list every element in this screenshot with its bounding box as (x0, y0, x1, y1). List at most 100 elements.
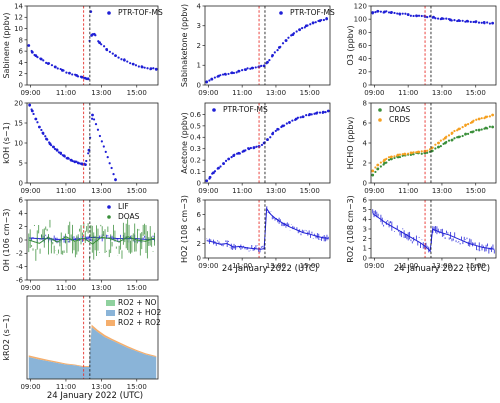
point-hcho-1 (447, 134, 451, 137)
ytick-label-acetone: 0.6 (190, 111, 202, 119)
series-line-oh-1 (28, 236, 155, 245)
xtick-label-ro2: 15:00 (466, 262, 486, 270)
point-o3-0 (475, 20, 478, 23)
point-sabinene-0 (36, 55, 39, 59)
point-hcho-1 (420, 150, 423, 153)
point-hcho-1 (464, 124, 467, 127)
point-acetone-0 (305, 113, 308, 117)
ytick-label-sabinene: 0 (19, 81, 23, 89)
xtick-label-koh: 13:00 (91, 187, 111, 195)
legend-marker-acetone (212, 108, 216, 112)
point-hcho-1 (472, 119, 475, 122)
point-sabinene-0 (53, 65, 56, 68)
xtick-label-oh: 15:00 (127, 284, 147, 292)
point-koh-0 (100, 140, 103, 143)
ytick-label-ho2: 6 (197, 211, 202, 219)
point-sabinene-0 (50, 64, 54, 67)
point-hcho-0 (445, 140, 448, 144)
point-acetone-0 (222, 162, 225, 165)
point-acetone-0 (299, 116, 302, 119)
legend-marker-sabinaketone (279, 11, 283, 15)
legend-label-sabinaketone: PTR-TOF-MS (290, 8, 335, 17)
point-sabinaketone-0 (238, 70, 241, 73)
ytick-label-koh: 15 (14, 119, 23, 127)
xlabel-row3-right: 24 January 2022 (UTC) (394, 264, 490, 274)
xtick-label-sabinene: 13:00 (91, 89, 111, 97)
point-hcho-0 (450, 139, 453, 142)
xtick-label-o3: 15:00 (466, 89, 486, 97)
point-sabinene-0 (33, 53, 36, 57)
point-koh-0 (57, 151, 61, 154)
ylabel-oh: OH (106 cm−3) (2, 209, 11, 272)
point-hcho-1 (431, 146, 434, 149)
point-acetone-0 (219, 165, 222, 168)
point-sabinene-0 (102, 45, 106, 48)
point-koh-0 (61, 154, 64, 157)
point-o3-0 (480, 21, 483, 24)
point-hcho-0 (461, 134, 464, 138)
point-sabinene-0 (126, 60, 129, 63)
point-acetone-0 (280, 125, 283, 129)
point-sabinaketone-0 (224, 73, 227, 76)
point-hcho-0 (379, 165, 382, 168)
xtick-label-ro2: 11:00 (398, 262, 418, 270)
point-sabinaketone-0 (320, 18, 323, 22)
ytick-label-ro2: 3 (363, 225, 367, 233)
point-koh-0 (50, 144, 53, 147)
point-acetone-0 (211, 172, 214, 175)
point-acetone-0 (252, 147, 255, 150)
point-sabinene-0 (149, 68, 152, 71)
point-hcho-1 (439, 139, 442, 142)
ytick-label-koh: 10 (14, 139, 23, 147)
point-o3-0 (379, 10, 382, 13)
xtick-label-kro2: 11:00 (56, 383, 76, 391)
ytick-label-koh: 20 (14, 99, 23, 107)
xtick-label-acetone: 13:00 (266, 187, 286, 195)
point-hcho-1 (417, 150, 421, 153)
point-hcho-0 (387, 158, 391, 162)
point-hcho-0 (401, 154, 404, 157)
point-hcho-1 (396, 154, 399, 157)
point-sabinene-0 (30, 49, 33, 53)
point-sabinene-0 (146, 67, 149, 70)
ytick-label-oh: -6 (16, 276, 24, 284)
point-sabinene-0 (111, 52, 114, 55)
point-hcho-1 (437, 141, 440, 145)
point-hcho-0 (458, 135, 462, 138)
point-hcho-0 (477, 129, 481, 132)
point-hcho-1 (404, 153, 407, 156)
point-o3-0 (486, 21, 489, 24)
xlabel-bottom: 24 January 2022 (UTC) (47, 391, 143, 401)
point-koh-0 (91, 113, 94, 117)
point-o3-0 (488, 22, 491, 25)
point-acetone-0 (249, 146, 253, 150)
point-koh-0 (106, 156, 109, 159)
ytick-label-ro2: 5 (363, 206, 367, 214)
point-koh-0 (104, 150, 107, 153)
point-sabinaketone-0 (273, 51, 276, 54)
ytick-label-oh: -2 (16, 250, 23, 258)
point-sabinaketone-0 (268, 58, 271, 62)
point-hcho-0 (453, 137, 456, 140)
point-hcho-1 (466, 123, 470, 126)
xtick-label-hcho: 15:00 (466, 187, 486, 195)
xtick-label-ro2: 13:00 (432, 262, 452, 270)
xtick-label-koh: 09:00 (20, 187, 40, 195)
ytick-label-o3: 0 (363, 81, 367, 89)
point-sabinaketone-0 (276, 49, 279, 52)
point-koh-0 (81, 163, 84, 166)
point-koh-0 (85, 159, 88, 163)
point-sabinaketone-0 (284, 39, 287, 42)
point-hcho-1 (491, 113, 494, 117)
point-sabinaketone-0 (251, 66, 255, 70)
ytick-label-hcho: 8 (363, 99, 367, 107)
ytick-label-sabinaketone: 3 (197, 22, 201, 30)
point-acetone-0 (227, 157, 230, 160)
point-koh-0 (73, 160, 76, 163)
panel-frame-acetone (204, 102, 331, 184)
xtick-label-ro2: 09:00 (364, 262, 384, 270)
point-koh-0 (42, 132, 45, 136)
point-koh-0 (75, 160, 78, 163)
xtick-label-ho2: 15:00 (300, 262, 320, 270)
